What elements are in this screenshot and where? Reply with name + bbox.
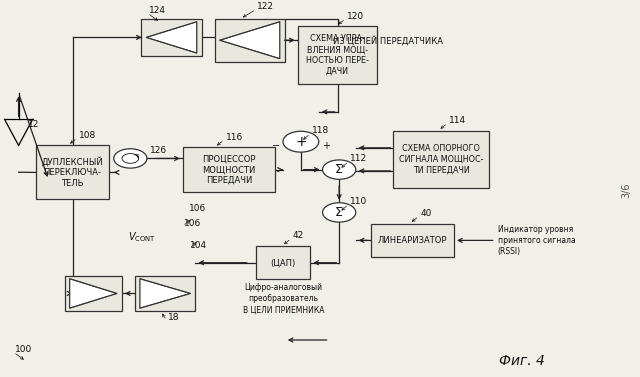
Text: 40: 40	[420, 209, 431, 218]
Circle shape	[323, 160, 356, 179]
Text: +: +	[322, 141, 330, 151]
Text: 42: 42	[292, 231, 304, 241]
Text: СХЕМА УПРА-
ВЛЕНИЯ МОЩ-
НОСТЬЮ ПЕРЕ-
ДАЧИ: СХЕМА УПРА- ВЛЕНИЯ МОЩ- НОСТЬЮ ПЕРЕ- ДАЧ…	[306, 34, 369, 76]
Circle shape	[114, 149, 147, 168]
Bar	[182, 147, 275, 192]
Text: 18: 18	[168, 313, 179, 322]
Text: 12: 12	[28, 120, 40, 129]
Circle shape	[283, 131, 319, 152]
Bar	[394, 130, 489, 188]
Polygon shape	[220, 22, 280, 59]
Text: ИЗ ЦЕПЕЙ ПЕРЕДАТЧИКА: ИЗ ЦЕПЕЙ ПЕРЕДАТЧИКА	[333, 35, 443, 45]
Polygon shape	[147, 22, 196, 53]
Bar	[141, 19, 202, 56]
Polygon shape	[70, 279, 117, 308]
Text: Цифро-аналоговый
преобразователь
В ЦЕЛИ ПРИЕМНИКА: Цифро-аналоговый преобразователь В ЦЕЛИ …	[243, 283, 324, 314]
Text: 122: 122	[257, 2, 275, 11]
Text: 110: 110	[350, 197, 367, 206]
Text: 3/6: 3/6	[621, 182, 632, 198]
Text: +: +	[295, 135, 307, 149]
Text: 100: 100	[15, 345, 32, 354]
Bar	[36, 146, 109, 199]
Polygon shape	[140, 279, 190, 308]
Circle shape	[323, 203, 356, 222]
Text: Σ: Σ	[335, 163, 343, 176]
Text: 114: 114	[449, 116, 466, 125]
Text: 118: 118	[312, 126, 329, 135]
Bar	[214, 19, 285, 61]
Text: $V_{\rm CONT}$: $V_{\rm CONT}$	[129, 230, 156, 244]
Text: ДУПЛЕКСНЫЙ
ПЕРЕКЛЮЧА-
ТЕЛЬ: ДУПЛЕКСНЫЙ ПЕРЕКЛЮЧА- ТЕЛЬ	[42, 157, 104, 188]
Bar	[256, 246, 310, 279]
Text: Фиг. 4: Фиг. 4	[499, 354, 545, 368]
Text: ПРОЦЕССОР
МОЩНОСТИ
ПЕРЕДАЧИ: ПРОЦЕССОР МОЩНОСТИ ПЕРЕДАЧИ	[202, 154, 256, 185]
Text: ЛИНЕАРИЗАТОР: ЛИНЕАРИЗАТОР	[378, 236, 447, 245]
Text: Σ: Σ	[335, 206, 343, 219]
Text: 124: 124	[149, 6, 166, 15]
Bar	[65, 276, 122, 311]
Text: Индикатор уровня
принятого сигнала
(RSSI): Индикатор уровня принятого сигнала (RSSI…	[497, 225, 575, 256]
Text: 112: 112	[350, 154, 367, 163]
Text: 106: 106	[184, 219, 201, 228]
Text: СХЕМА ОПОРНОГО
СИГНАЛА МОЩНОС-
ТИ ПЕРЕДАЧИ: СХЕМА ОПОРНОГО СИГНАЛА МОЩНОС- ТИ ПЕРЕДА…	[399, 144, 484, 175]
Text: 108: 108	[79, 131, 96, 140]
Text: 106: 106	[189, 204, 206, 213]
Text: 120: 120	[347, 12, 364, 21]
Bar	[298, 26, 378, 84]
Text: 126: 126	[150, 146, 166, 155]
Text: 116: 116	[225, 133, 243, 142]
Bar	[371, 224, 454, 257]
Text: 104: 104	[190, 241, 207, 250]
Bar	[135, 276, 195, 311]
Text: −: −	[271, 141, 280, 151]
Text: (ЦАП): (ЦАП)	[271, 258, 296, 267]
